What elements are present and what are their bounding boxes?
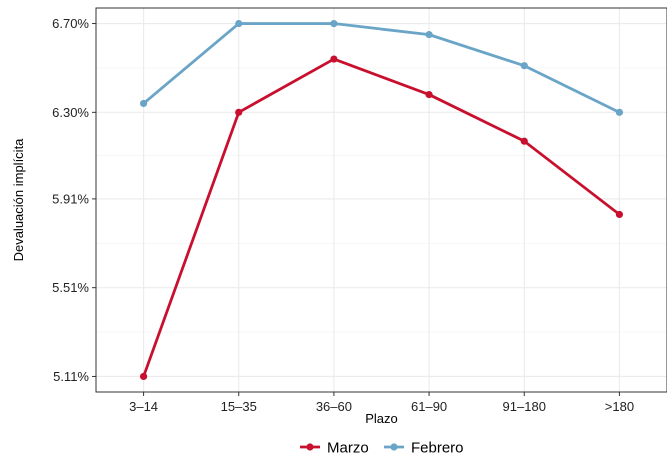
data-point-marzo — [330, 55, 338, 63]
series-layer — [139, 19, 624, 381]
legend-key-point-marzo — [306, 443, 314, 451]
series-febrero — [139, 19, 624, 116]
data-point-marzo — [520, 137, 528, 145]
data-point-febrero — [139, 99, 148, 108]
y-tick-label: 6.70% — [52, 16, 89, 31]
x-axis-title: Plazo — [365, 411, 398, 426]
legend-label-febrero: Febrero — [411, 440, 464, 457]
data-point-febrero — [235, 19, 243, 28]
data-point-febrero — [615, 108, 624, 116]
data-point-febrero — [520, 62, 528, 70]
data-point-febrero — [330, 19, 338, 28]
legend-key-point-febrero — [390, 443, 398, 451]
legend-item-marzo: Marzo — [300, 440, 369, 457]
legend: Marzo Febrero — [300, 440, 464, 457]
data-point-marzo — [615, 210, 624, 219]
y-tick-label: 5.91% — [52, 191, 89, 206]
series-line-febrero — [142, 22, 621, 114]
y-tick-label: 5.11% — [53, 369, 89, 384]
y-tick-label: 5.51% — [52, 280, 89, 295]
y-tick-labels: 5.11% 5.51% 5.91% 6.30% 6.70% — [52, 16, 89, 384]
series-marzo — [139, 55, 624, 381]
grid-minor — [96, 67, 667, 333]
x-tick-label: 91–180 — [503, 399, 546, 414]
series-line-marzo — [142, 57, 621, 378]
x-tick-label: 61–90 — [411, 399, 447, 414]
data-point-marzo — [235, 108, 243, 116]
x-tick-label: 36–60 — [316, 399, 352, 414]
data-point-marzo — [425, 90, 433, 99]
legend-label-marzo: Marzo — [327, 440, 369, 457]
x-tick-label: >180 — [605, 399, 634, 414]
legend-item-febrero: Febrero — [384, 440, 464, 457]
x-tick-label: 15–35 — [221, 399, 257, 414]
y-tick-label: 6.30% — [52, 105, 89, 120]
y-axis-title: Devaluación implícita — [11, 138, 26, 262]
x-tick-labels: 3–14 15–35 36–60 61–90 91–180 >180 — [129, 399, 634, 414]
panel-border — [95, 7, 667, 393]
data-point-febrero — [425, 31, 433, 39]
axis-ticks — [92, 23, 620, 396]
x-tick-label: 3–14 — [129, 399, 158, 414]
grid-major — [96, 8, 667, 392]
data-point-marzo — [139, 372, 148, 381]
